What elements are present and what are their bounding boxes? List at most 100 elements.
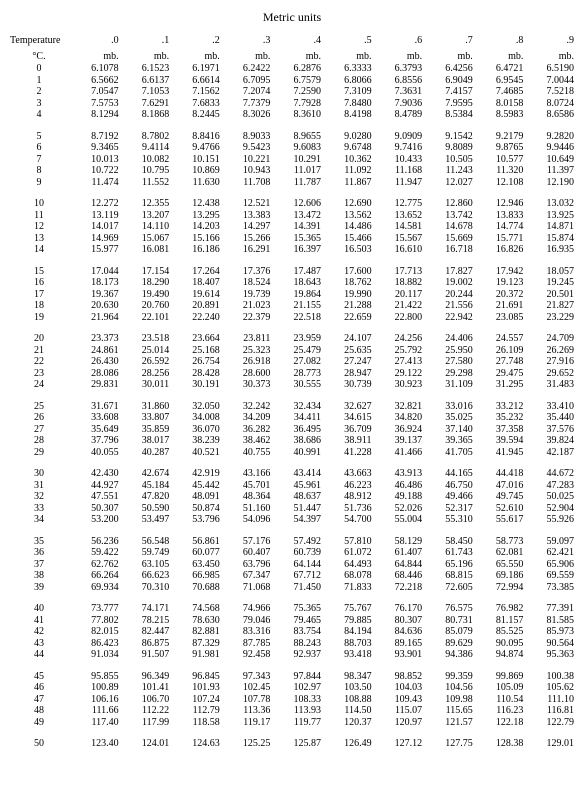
cell: 17.713: [374, 266, 425, 278]
cell: 30.011: [121, 379, 172, 391]
cell: 17.264: [171, 266, 222, 278]
cell: 17.487: [272, 266, 323, 278]
cell: 14.871: [525, 221, 576, 233]
temp-label: 16: [8, 277, 70, 289]
cell: 53.200: [70, 514, 121, 526]
cell: 27.413: [374, 356, 425, 368]
unit-3: mb.: [222, 51, 273, 64]
cell: 63.796: [222, 559, 273, 571]
cell: 6.6614: [171, 75, 222, 87]
temp-label: 20: [8, 333, 70, 345]
cell: 51.736: [323, 503, 374, 515]
cell: 15.266: [222, 233, 273, 245]
cell: 21.827: [525, 300, 576, 312]
cell: 59.749: [121, 547, 172, 559]
cell: 99.359: [424, 671, 475, 683]
cell: 105.09: [475, 682, 526, 694]
cell: 57.810: [323, 536, 374, 548]
cell: 44.927: [70, 480, 121, 492]
cell: 8.5384: [424, 109, 475, 121]
cell: 51.160: [222, 503, 273, 515]
temp-label: 38: [8, 570, 70, 582]
cell: 61.072: [323, 547, 374, 559]
cell: 7.3631: [374, 86, 425, 98]
cell: 127.75: [424, 738, 475, 750]
cell: 21.155: [272, 300, 323, 312]
cell: 31.109: [424, 379, 475, 391]
cell: 19.245: [525, 277, 576, 289]
col-header-3: .3: [222, 35, 273, 47]
cell: 17.154: [121, 266, 172, 278]
cell: 39.137: [374, 435, 425, 447]
cell: 15.067: [121, 233, 172, 245]
cell: 61.743: [424, 547, 475, 559]
cell: 6.5662: [70, 75, 121, 87]
cell: 102.45: [222, 682, 273, 694]
cell: 8.9655: [272, 131, 323, 143]
cell: 45.184: [121, 480, 172, 492]
cell: 25.950: [424, 345, 475, 357]
cell: 36.070: [171, 424, 222, 436]
cell: 9.2820: [525, 131, 576, 143]
cell: 8.2445: [171, 109, 222, 121]
temp-label: 4: [8, 109, 70, 121]
cell: 76.982: [475, 603, 526, 615]
cell: 17.044: [70, 266, 121, 278]
cell: 63.105: [121, 559, 172, 571]
cell: 8.0724: [525, 98, 576, 110]
cell: 31.860: [121, 401, 172, 413]
cell: 39.365: [424, 435, 475, 447]
cell: 84.194: [323, 626, 374, 638]
cell: 22.379: [222, 312, 273, 324]
cell: 14.969: [70, 233, 121, 245]
cell: 46.486: [374, 480, 425, 492]
cell: 91.981: [171, 649, 222, 661]
cell: 49.745: [475, 491, 526, 503]
cell: 46.750: [424, 480, 475, 492]
cell: 54.397: [272, 514, 323, 526]
temp-label: 30: [8, 468, 70, 480]
cell: 16.397: [272, 244, 323, 256]
temp-label: 22: [8, 356, 70, 368]
cell: 50.025: [525, 491, 576, 503]
cell: 125.25: [222, 738, 273, 750]
cell: 81.157: [475, 615, 526, 627]
cell: 42.187: [525, 447, 576, 459]
cell: 48.637: [272, 491, 323, 503]
cell: 16.186: [171, 244, 222, 256]
cell: 8.5983: [475, 109, 526, 121]
col-header-4: .4: [272, 35, 323, 47]
cell: 6.8066: [323, 75, 374, 87]
cell: 23.229: [525, 312, 576, 324]
cell: 13.925: [525, 210, 576, 222]
cell: 88.243: [272, 638, 323, 650]
cell: 73.777: [70, 603, 121, 615]
row-header: Temperature: [8, 35, 70, 47]
temp-label: 40: [8, 603, 70, 615]
cell: 53.497: [121, 514, 172, 526]
cell: 65.550: [475, 559, 526, 571]
cell: 60.739: [272, 547, 323, 559]
cell: 112.22: [121, 705, 172, 717]
cell: 31.295: [475, 379, 526, 391]
cell: 56.861: [171, 536, 222, 548]
col-header-1: .1: [121, 35, 172, 47]
cell: 113.36: [222, 705, 273, 717]
cell: 28.256: [121, 368, 172, 380]
cell: 7.4685: [475, 86, 526, 98]
cell: 53.796: [171, 514, 222, 526]
cell: 22.101: [121, 312, 172, 324]
cell: 107.78: [222, 694, 273, 706]
cell: 30.373: [222, 379, 273, 391]
cell: 121.57: [424, 717, 475, 729]
unit-8: mb.: [475, 51, 526, 64]
col-header-6: .6: [374, 35, 425, 47]
subheader: °C.: [8, 51, 70, 64]
cell: 78.215: [121, 615, 172, 627]
cell: 69.186: [475, 570, 526, 582]
cell: 89.165: [374, 638, 425, 650]
cell: 6.9049: [424, 75, 475, 87]
temp-label: 34: [8, 514, 70, 526]
cell: 23.664: [171, 333, 222, 345]
cell: 42.919: [171, 468, 222, 480]
